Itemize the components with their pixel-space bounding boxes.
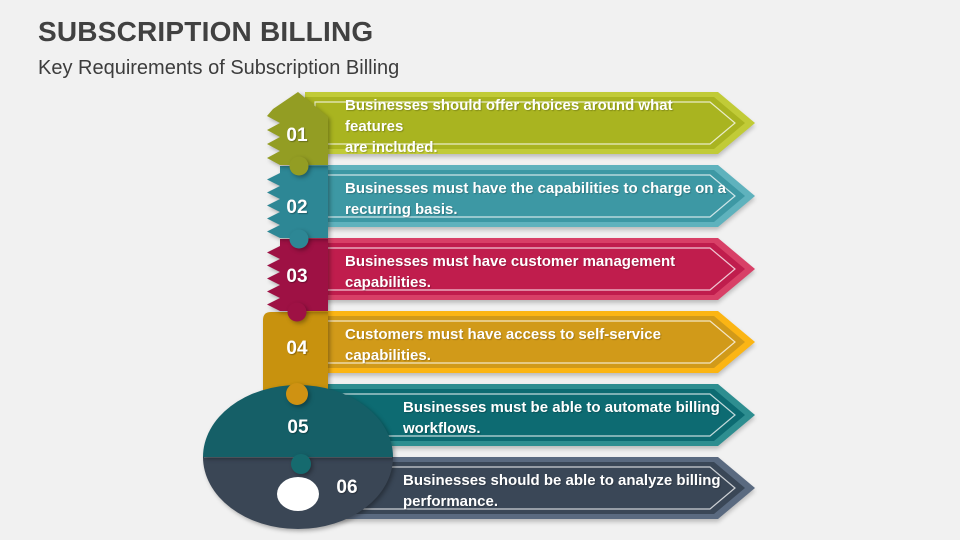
item-text-02: Businesses must have the capabilities to…: [345, 180, 726, 218]
item-number-04: 04: [286, 338, 308, 359]
banner-arrow-02: [305, 165, 755, 227]
arrow-body-06: [305, 462, 745, 514]
arrow-body-02: [305, 170, 745, 222]
banner-arrow-05: [305, 384, 755, 446]
banner-arrow-01: [305, 92, 755, 154]
item-number-01: 01: [286, 125, 308, 146]
item-text-01: Businesses should offer choices around w…: [345, 96, 673, 156]
arrow-body-05: [305, 389, 745, 441]
item-number-06: 06: [336, 477, 358, 498]
slide-title: SUBSCRIPTION BILLING: [38, 16, 374, 47]
banner-arrow-03: [305, 238, 755, 300]
item-text-06: Businesses should be able to analyze bil…: [403, 472, 721, 510]
arrow-body-01: [305, 97, 745, 149]
arrow-body-03: [305, 243, 745, 295]
item-number-03: 03: [286, 266, 308, 287]
banner-arrow-06: [305, 457, 755, 519]
item-text-03: Businesses must have customer management…: [345, 253, 676, 291]
arrow-body-04: [305, 316, 745, 368]
slide-subtitle: Key Requirements of Subscription Billing: [38, 57, 400, 79]
item-text-04: Customers must have access to self-servi…: [345, 326, 661, 364]
item-text-05: Businesses must be able to automate bill…: [403, 399, 720, 437]
connector-knob-03: [287, 302, 307, 322]
item-number-05: 05: [287, 417, 309, 438]
item-number-02: 02: [286, 197, 308, 218]
banner-arrow-04: [305, 311, 755, 373]
